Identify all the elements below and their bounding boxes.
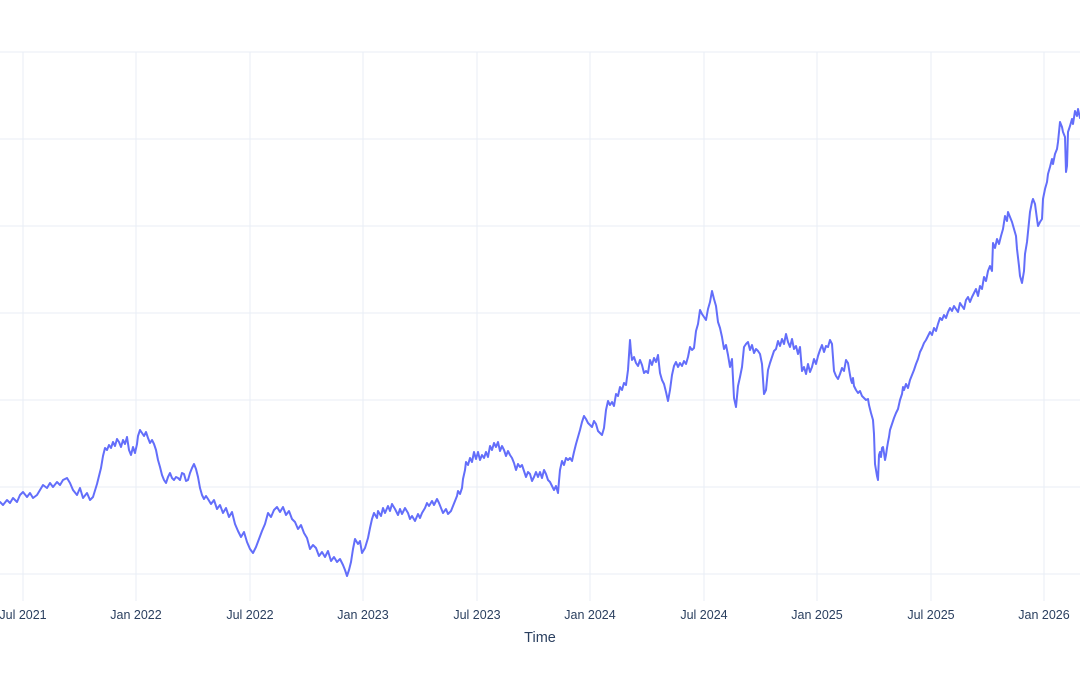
x-tick-label: Jul 2021 (0, 608, 47, 622)
x-axis-title: Time (524, 630, 556, 646)
x-tick-label: Jul 2024 (680, 608, 727, 622)
x-tick-label: Jul 2022 (226, 608, 273, 622)
x-tick-label: Jan 2025 (791, 608, 842, 622)
x-tick-label: Jan 2023 (337, 608, 388, 622)
x-tick-label: Jan 2022 (110, 608, 161, 622)
price-line-series (0, 108, 1080, 577)
gridlines (0, 51, 1080, 601)
x-tick-label: Jan 2026 (1018, 608, 1069, 622)
x-tick-label: Jul 2023 (453, 608, 500, 622)
x-axis-tick-labels: Jul 2021 Jan 2022 Jul 2022 Jan 2023 Jul 2023… (0, 608, 1070, 622)
x-tick-label: Jan 2024 (564, 608, 615, 622)
x-tick-label: Jul 2025 (907, 608, 954, 622)
